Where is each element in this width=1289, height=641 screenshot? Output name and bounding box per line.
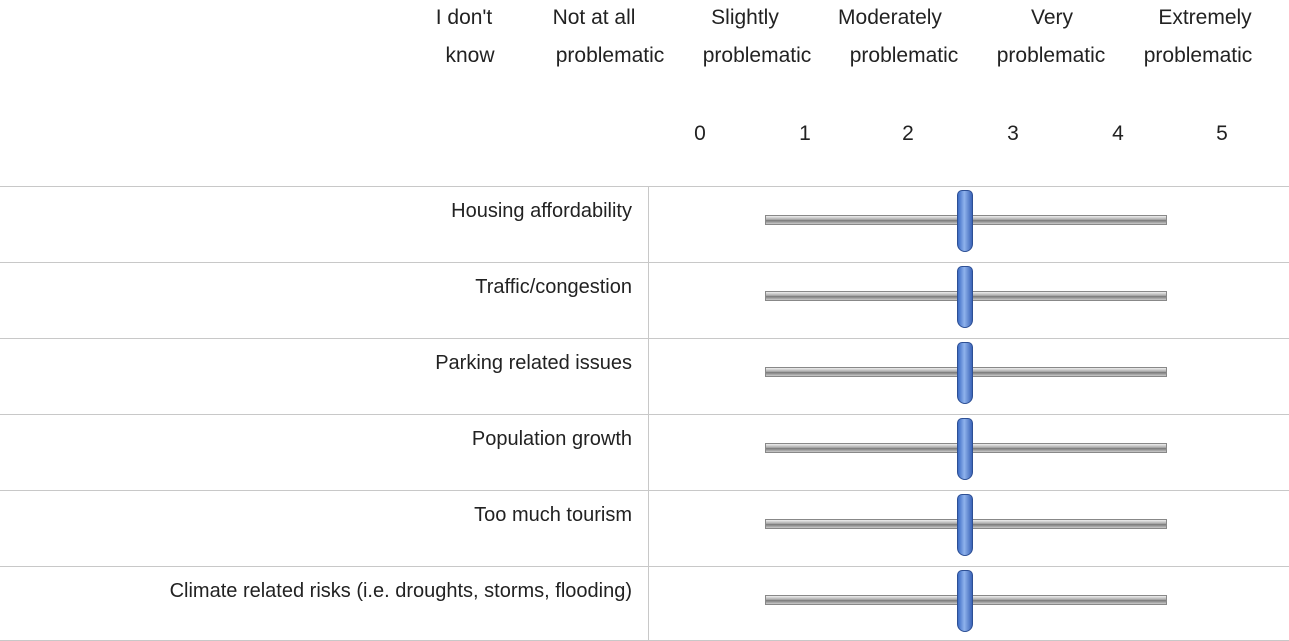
slider-handle[interactable] bbox=[957, 570, 973, 632]
column-label: problematic bbox=[996, 44, 1106, 67]
slider-handle[interactable] bbox=[957, 342, 973, 404]
column-label: problematic bbox=[849, 44, 959, 67]
slider-handle[interactable] bbox=[957, 418, 973, 480]
column-label: Very bbox=[1030, 6, 1074, 29]
column-label: Extremely bbox=[1158, 6, 1252, 29]
scale-number: 2 bbox=[902, 122, 914, 145]
row-label: Parking related issues bbox=[435, 352, 632, 374]
row-label: Population growth bbox=[471, 428, 632, 450]
column-label: know bbox=[445, 44, 495, 67]
slider-handle[interactable] bbox=[957, 494, 973, 556]
slider-handle[interactable] bbox=[957, 266, 973, 328]
slider-handle[interactable] bbox=[957, 190, 973, 252]
row-border bbox=[0, 338, 1289, 339]
row-label: Traffic/congestion bbox=[475, 276, 632, 298]
row-border bbox=[0, 490, 1289, 491]
row-label: Housing affordability bbox=[451, 200, 632, 222]
column-label: Moderately bbox=[838, 6, 942, 29]
column-label: problematic bbox=[1143, 44, 1253, 67]
column-label: Slightly bbox=[711, 6, 779, 29]
row-label: Too much tourism bbox=[474, 504, 632, 526]
scale-number: 3 bbox=[1007, 122, 1019, 145]
scale-number: 5 bbox=[1216, 122, 1228, 145]
row-border bbox=[0, 566, 1289, 567]
scale-number: 4 bbox=[1112, 122, 1124, 145]
row-label: Climate related risks (i.e. droughts, st… bbox=[169, 580, 632, 602]
scale-number: 1 bbox=[799, 122, 811, 145]
column-label: Not at all bbox=[552, 6, 636, 29]
row-border bbox=[0, 414, 1289, 415]
column-label: problematic bbox=[702, 44, 812, 67]
row-border bbox=[0, 186, 1289, 187]
column-label: problematic bbox=[555, 44, 665, 67]
scale-number: 0 bbox=[694, 122, 706, 145]
row-border bbox=[0, 262, 1289, 263]
column-divider bbox=[648, 186, 649, 641]
column-label: I don't bbox=[435, 6, 493, 29]
